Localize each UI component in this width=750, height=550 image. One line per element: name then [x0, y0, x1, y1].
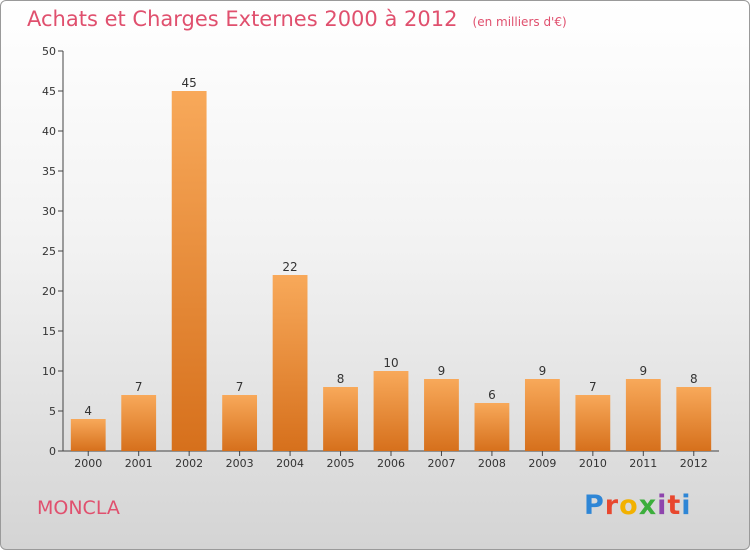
bar-2003 [222, 395, 258, 451]
value-label: 7 [589, 380, 597, 394]
y-tick-label: 5 [49, 405, 56, 418]
value-label: 9 [539, 364, 547, 378]
value-label: 10 [383, 356, 398, 370]
bar-2011 [625, 379, 661, 451]
y-tick-label: 35 [42, 165, 56, 178]
logo-letter: i [657, 490, 668, 521]
bar-2001 [121, 395, 157, 451]
chart-subtitle: (en milliers d'€) [472, 15, 567, 29]
logo-letter: r [604, 490, 620, 521]
value-label: 8 [690, 372, 698, 386]
value-label: 9 [639, 364, 647, 378]
bar-2000 [70, 419, 106, 451]
bar-2006 [373, 371, 409, 451]
logo-letter: t [667, 490, 682, 521]
value-label: 7 [135, 380, 143, 394]
y-tick-label: 50 [42, 45, 56, 58]
y-tick-label: 20 [42, 285, 56, 298]
y-tick-label: 25 [42, 245, 56, 258]
x-tick-label: 2000 [74, 457, 102, 470]
y-tick-label: 30 [42, 205, 56, 218]
proxiti-logo[interactable]: Proxiti [584, 490, 692, 521]
logo-letter: x [638, 490, 658, 521]
x-tick-label: 2008 [478, 457, 506, 470]
value-label: 9 [438, 364, 446, 378]
logo-letter: P [584, 490, 605, 521]
commune-name: MONCLA [37, 497, 120, 519]
y-tick-label: 45 [42, 85, 56, 98]
x-tick-label: 2003 [226, 457, 254, 470]
title-row: Achats et Charges Externes 2000 à 2012 (… [27, 7, 567, 31]
bar-2009 [524, 379, 560, 451]
logo-letter: o [619, 490, 639, 521]
chart-title: Achats et Charges Externes 2000 à 2012 [27, 7, 458, 31]
bar-2010 [575, 395, 611, 451]
y-tick-label: 10 [42, 365, 56, 378]
x-tick-label: 2010 [579, 457, 607, 470]
y-tick-label: 15 [42, 325, 56, 338]
value-label: 45 [182, 76, 197, 90]
x-tick-label: 2001 [125, 457, 153, 470]
bar-2002 [171, 91, 207, 451]
x-tick-label: 2004 [276, 457, 304, 470]
x-tick-label: 2011 [629, 457, 657, 470]
x-tick-label: 2009 [528, 457, 556, 470]
bar-2007 [424, 379, 459, 451]
chart-labels: 2000 4 2001 7 2002 45 2003 7 2004 22 2005 8 2006 10 20… [74, 76, 708, 470]
value-label: 4 [84, 404, 92, 418]
value-label: 7 [236, 380, 244, 394]
x-tick-label: 2005 [327, 457, 355, 470]
value-label: 22 [282, 260, 297, 274]
x-tick-label: 2012 [680, 457, 708, 470]
bar-2012 [676, 387, 712, 451]
bar-2005 [323, 387, 358, 451]
logo-letter: i [681, 490, 692, 521]
bar-2008 [474, 403, 510, 451]
y-tick-label: 40 [42, 125, 56, 138]
value-label: 6 [488, 388, 496, 402]
x-tick-label: 2006 [377, 457, 405, 470]
y-tick-label: 0 [49, 445, 56, 458]
x-tick-label: 2002 [175, 457, 203, 470]
bar-2004 [272, 275, 308, 451]
x-tick-label: 2007 [427, 457, 455, 470]
value-label: 8 [337, 372, 345, 386]
chart-bars [70, 91, 712, 451]
